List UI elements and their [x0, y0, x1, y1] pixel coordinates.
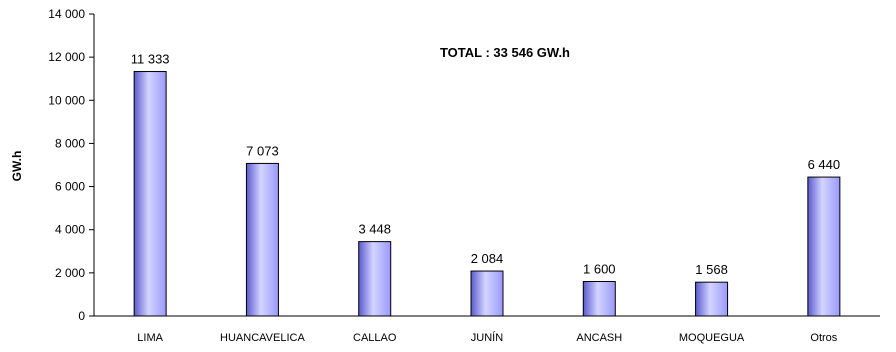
category-label: CALLAO — [353, 332, 397, 344]
y-tick-label: 6 000 — [55, 180, 85, 194]
bar-ancash — [582, 280, 616, 317]
data-label: 3 448 — [358, 222, 391, 237]
total-annotation: TOTAL : 33 546 GW.h — [440, 45, 570, 60]
y-tick-label: 10 000 — [48, 93, 85, 107]
y-axis-ticks: 0 2 000 4 000 6 000 8 000 10 000 12 000 14 000 — [48, 7, 94, 323]
data-label: 2 084 — [471, 251, 504, 266]
category-label: LIMA — [137, 332, 163, 344]
category-label: MOQUEGUA — [679, 332, 745, 344]
data-label: 7 073 — [246, 143, 279, 158]
y-axis-title: GW.h — [10, 151, 24, 182]
data-label: 6 440 — [808, 157, 841, 172]
data-label: 1 568 — [695, 262, 728, 277]
data-labels: 11 333 7 073 3 448 2 084 1 600 1 568 6 440 — [131, 52, 840, 278]
bar-moquegua — [695, 281, 729, 317]
bar-otros — [807, 176, 841, 317]
category-label: ANCASH — [576, 332, 622, 344]
y-tick-label: 8 000 — [55, 136, 85, 150]
bar-huancavelica — [245, 162, 279, 317]
bar-jun-n — [470, 270, 504, 317]
data-label: 1 600 — [583, 261, 616, 276]
data-label: 11 333 — [131, 52, 170, 67]
bar-callao — [358, 241, 392, 317]
category-label: Otros — [810, 332, 837, 344]
y-tick-label: 4 000 — [55, 223, 85, 237]
bars — [133, 71, 841, 317]
y-tick-label: 12 000 — [48, 50, 85, 64]
bar-lima — [133, 71, 167, 317]
category-labels: LIMA HUANCAVELICA CALLAO JUNÍN ANCASH MOQUEGU… — [137, 331, 837, 344]
y-tick-label: 2 000 — [55, 266, 85, 280]
category-label: JUNÍN — [471, 331, 503, 344]
category-label: HUANCAVELICA — [220, 332, 305, 344]
y-tick-label: 14 000 — [48, 7, 85, 21]
y-tick-label: 0 — [78, 309, 85, 323]
